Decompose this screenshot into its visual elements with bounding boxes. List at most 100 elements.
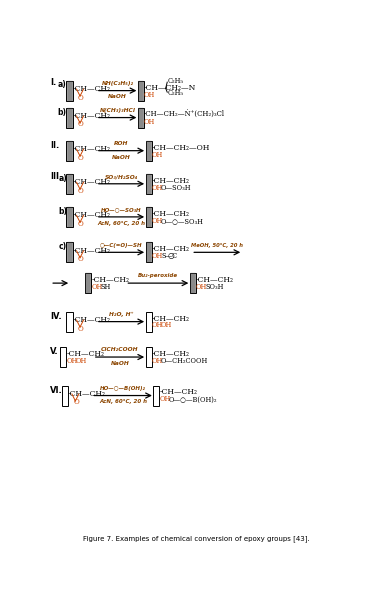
- Text: -CH—CH₂: -CH—CH₂: [73, 112, 111, 120]
- Text: NaOH: NaOH: [111, 361, 129, 366]
- Text: HO—○—SO₃H: HO—○—SO₃H: [101, 208, 142, 212]
- Bar: [138, 80, 144, 101]
- Text: ClCH₂COOH: ClCH₂COOH: [101, 348, 139, 352]
- Text: -CH—CH₂: -CH—CH₂: [73, 85, 111, 93]
- Text: -CH—CH₂: -CH—CH₂: [91, 276, 129, 284]
- Text: Bu₂-peroxide: Bu₂-peroxide: [138, 273, 178, 279]
- Text: -CH—CH₂: -CH—CH₂: [159, 389, 198, 397]
- Bar: [62, 386, 68, 406]
- Text: c): c): [59, 241, 67, 251]
- Bar: [146, 174, 152, 194]
- Text: OH: OH: [152, 252, 163, 260]
- Text: ○: ○: [167, 252, 174, 260]
- Bar: [67, 174, 73, 194]
- Text: ROH: ROH: [114, 141, 129, 146]
- Text: OH: OH: [144, 118, 155, 126]
- Text: VI.: VI.: [50, 386, 63, 395]
- Text: HO—○—B(OH)₂: HO—○—B(OH)₂: [100, 386, 146, 391]
- Bar: [67, 207, 73, 227]
- Text: N(CH₃)₃HCl: N(CH₃)₃HCl: [100, 108, 136, 113]
- Text: a): a): [57, 80, 66, 89]
- Text: V.: V.: [50, 347, 59, 356]
- Text: NaOH: NaOH: [108, 95, 127, 99]
- Bar: [138, 107, 144, 128]
- Text: b): b): [57, 107, 66, 117]
- Bar: [67, 312, 73, 332]
- Text: NaOH: NaOH: [112, 155, 131, 160]
- Text: Figure 7. Examples of chemical conversion of epoxy groups [43].: Figure 7. Examples of chemical conversio…: [82, 535, 309, 542]
- Bar: [153, 386, 159, 406]
- Text: OH: OH: [196, 283, 207, 291]
- Text: AcN, 60°C, 20 h: AcN, 60°C, 20 h: [98, 221, 146, 226]
- Text: OH: OH: [161, 322, 172, 330]
- Bar: [60, 347, 67, 367]
- Text: O—SO₃H: O—SO₃H: [161, 184, 192, 192]
- Text: SO₃/H₂SO₄: SO₃/H₂SO₄: [105, 174, 138, 179]
- Text: MeOH, 50°C, 20 h: MeOH, 50°C, 20 h: [191, 243, 243, 247]
- Text: O: O: [78, 325, 84, 333]
- Text: OH: OH: [152, 357, 163, 365]
- Text: I.: I.: [50, 77, 56, 87]
- Text: -CH—CH₂: -CH—CH₂: [73, 178, 111, 186]
- Bar: [67, 243, 73, 262]
- Bar: [67, 107, 73, 128]
- Text: a): a): [59, 174, 67, 183]
- Text: O: O: [78, 187, 84, 195]
- Text: -CH—CH₂: -CH—CH₂: [73, 145, 111, 153]
- Text: O—○—B(OH)₂: O—○—B(OH)₂: [169, 395, 217, 403]
- Text: -CH—CH₂: -CH—CH₂: [152, 314, 190, 322]
- Bar: [146, 347, 152, 367]
- Text: C₂H₅: C₂H₅: [167, 89, 183, 97]
- Bar: [146, 141, 152, 161]
- Text: ○—C(=O)—SH: ○—C(=O)—SH: [100, 243, 143, 247]
- Text: SH: SH: [101, 283, 111, 291]
- Bar: [67, 80, 73, 101]
- Text: -CH—CH₂—Ṅ⁺(CH₂)₃Cl: -CH—CH₂—Ṅ⁺(CH₂)₃Cl: [144, 111, 225, 119]
- Text: H₂O, H⁺: H₂O, H⁺: [109, 312, 134, 317]
- Text: SO₃H: SO₃H: [205, 283, 224, 291]
- Text: OH: OH: [76, 357, 87, 365]
- Text: C₂H₅: C₂H₅: [167, 77, 183, 85]
- Text: AcN, 60°C, 20 h: AcN, 60°C, 20 h: [99, 399, 147, 405]
- Text: -CH—CH₂: -CH—CH₂: [68, 390, 106, 398]
- Text: O—CH₂COOH: O—CH₂COOH: [161, 357, 208, 365]
- Text: OH: OH: [144, 91, 155, 99]
- Text: OH: OH: [152, 184, 163, 192]
- Text: O—○—SO₃H: O—○—SO₃H: [161, 217, 204, 225]
- Text: OH: OH: [152, 322, 163, 330]
- Bar: [67, 141, 73, 161]
- Text: -CH—CH₂: -CH—CH₂: [73, 211, 111, 219]
- Text: OH: OH: [152, 217, 163, 225]
- Text: O: O: [78, 154, 84, 161]
- Text: O: O: [78, 255, 84, 263]
- Text: III.: III.: [50, 173, 62, 181]
- Text: II.: II.: [50, 141, 59, 150]
- Text: -CH—CH₂: -CH—CH₂: [196, 276, 234, 284]
- Text: IV.: IV.: [50, 312, 62, 321]
- Bar: [146, 207, 152, 227]
- Text: OH: OH: [67, 357, 78, 365]
- Bar: [85, 273, 91, 293]
- Text: NH(C₂H₅)₂: NH(C₂H₅)₂: [101, 81, 134, 86]
- Text: -CH—CH₂: -CH—CH₂: [152, 350, 190, 358]
- Text: OH: OH: [159, 395, 171, 403]
- Text: -CH—CH₂: -CH—CH₂: [67, 350, 105, 358]
- Bar: [146, 312, 152, 332]
- Text: OH: OH: [152, 151, 163, 159]
- Text: -CH—CH₂—OH: -CH—CH₂—OH: [152, 144, 210, 152]
- Text: -CH—CH₂: -CH—CH₂: [73, 247, 111, 255]
- Text: -CH—CH₂: -CH—CH₂: [73, 316, 111, 324]
- Text: O: O: [78, 220, 84, 228]
- Text: -CH—CH₂: -CH—CH₂: [152, 245, 190, 253]
- Text: b): b): [59, 207, 68, 216]
- Text: -CH—CH₂: -CH—CH₂: [152, 210, 190, 218]
- Bar: [190, 273, 196, 293]
- Text: -CH—CH₂—N: -CH—CH₂—N: [144, 84, 196, 92]
- Text: S—C: S—C: [161, 252, 177, 260]
- Text: -CH—CH₂: -CH—CH₂: [152, 177, 190, 185]
- Text: O: O: [78, 93, 84, 101]
- Text: OH: OH: [91, 283, 103, 291]
- Bar: [146, 243, 152, 262]
- Text: O: O: [73, 398, 79, 406]
- Text: O: O: [78, 120, 84, 128]
